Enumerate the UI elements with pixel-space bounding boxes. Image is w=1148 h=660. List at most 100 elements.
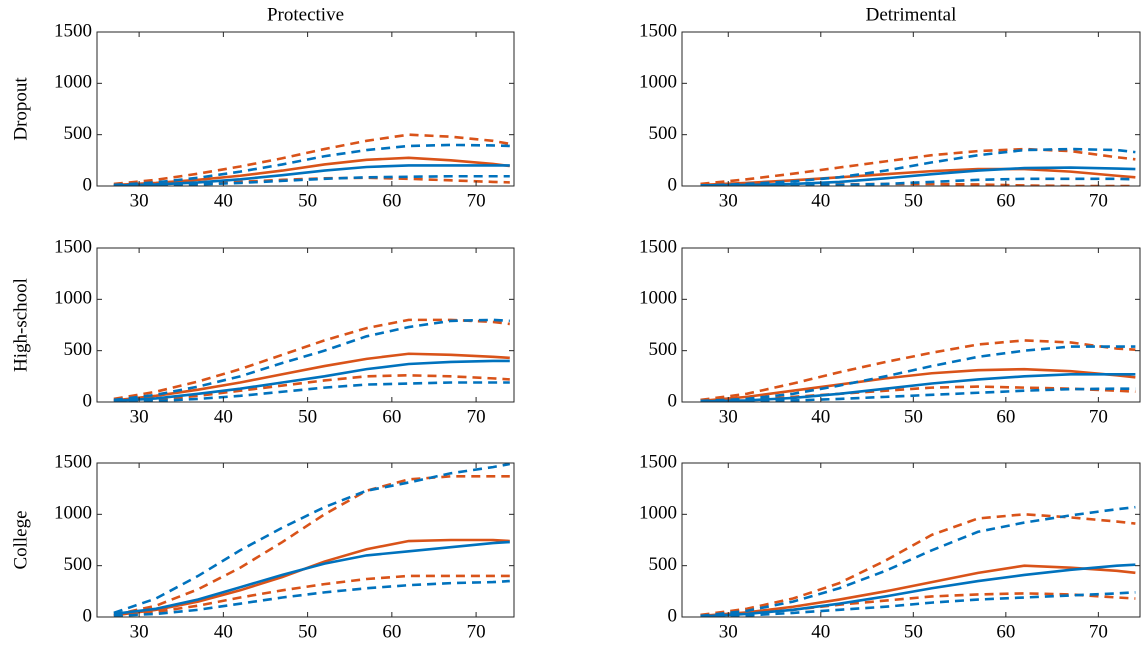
axes-box xyxy=(681,31,1141,187)
series-line xyxy=(113,381,510,402)
series-line xyxy=(113,574,510,617)
series-line xyxy=(113,133,511,186)
x-tick-label: 70 xyxy=(1089,406,1108,427)
series-line xyxy=(700,147,1136,186)
series-line xyxy=(700,372,1136,402)
x-tick-label: 50 xyxy=(904,190,923,211)
series-line xyxy=(700,367,1136,402)
series-line xyxy=(113,463,511,615)
y-tick-label: 1500 xyxy=(639,236,677,257)
x-tick-label: 50 xyxy=(298,190,317,211)
series-line xyxy=(700,387,1136,402)
axes-box xyxy=(96,247,515,403)
x-tick-label: 60 xyxy=(996,406,1015,427)
series-line xyxy=(700,513,1136,617)
series-line xyxy=(113,475,510,617)
y-tick-label: 0 xyxy=(83,390,93,411)
series-line xyxy=(113,374,510,402)
plot-lines xyxy=(113,463,511,617)
x-tick-label: 30 xyxy=(719,190,738,211)
series-line xyxy=(700,563,1136,617)
x-tick-label: 30 xyxy=(130,621,149,642)
series-line xyxy=(113,540,510,616)
x-tick-label: 70 xyxy=(467,621,486,642)
y-tick-label: 0 xyxy=(668,174,678,195)
series-line xyxy=(700,505,1136,617)
series-line xyxy=(113,156,510,186)
panel-title: Detrimental xyxy=(866,4,957,25)
y-tick-label: 500 xyxy=(64,554,93,575)
x-tick-label: 60 xyxy=(382,621,401,642)
axes-box xyxy=(681,462,1141,618)
y-tick-label: 1500 xyxy=(639,451,677,472)
x-tick-label: 40 xyxy=(811,190,830,211)
y-tick-label: 1000 xyxy=(54,72,92,93)
y-tick-label: 1000 xyxy=(639,503,677,524)
series-line xyxy=(700,166,1136,186)
axes-box xyxy=(681,247,1141,403)
y-tick-label: 500 xyxy=(649,339,678,360)
x-tick-label: 50 xyxy=(298,406,317,427)
x-tick-label: 70 xyxy=(1089,621,1108,642)
plot-lines xyxy=(700,339,1136,402)
axes-box xyxy=(96,462,515,618)
series-line xyxy=(113,538,510,617)
y-tick-label: 1000 xyxy=(639,288,677,309)
series-line xyxy=(700,591,1136,617)
y-tick-label: 1500 xyxy=(639,20,677,41)
series-line xyxy=(113,359,510,402)
x-tick-label: 40 xyxy=(214,406,233,427)
x-tick-label: 50 xyxy=(298,621,317,642)
series-line xyxy=(700,345,1136,402)
series-line xyxy=(113,318,510,402)
y-tick-label: 500 xyxy=(649,554,678,575)
x-tick-label: 30 xyxy=(130,190,149,211)
y-axis-label: College xyxy=(10,510,31,569)
y-tick-label: 0 xyxy=(83,605,93,626)
plot-lines xyxy=(700,505,1136,617)
series-line xyxy=(113,579,510,617)
x-tick-label: 60 xyxy=(382,190,401,211)
x-tick-label: 50 xyxy=(904,621,923,642)
y-tick-label: 500 xyxy=(64,339,93,360)
x-tick-label: 40 xyxy=(214,621,233,642)
series-line xyxy=(113,352,510,402)
x-tick-label: 30 xyxy=(130,406,149,427)
x-tick-label: 70 xyxy=(467,406,486,427)
y-tick-label: 1500 xyxy=(54,236,92,257)
series-line xyxy=(700,147,1136,186)
y-tick-label: 0 xyxy=(668,605,678,626)
x-tick-label: 30 xyxy=(719,621,738,642)
y-tick-label: 1000 xyxy=(54,503,92,524)
x-tick-label: 60 xyxy=(996,190,1015,211)
y-tick-label: 1500 xyxy=(54,20,92,41)
series-line xyxy=(113,318,510,401)
x-tick-label: 40 xyxy=(811,621,830,642)
x-tick-label: 30 xyxy=(719,406,738,427)
x-tick-label: 60 xyxy=(382,406,401,427)
plot-lines xyxy=(113,133,511,186)
x-tick-label: 70 xyxy=(467,190,486,211)
y-tick-label: 1000 xyxy=(639,72,677,93)
x-tick-label: 40 xyxy=(811,406,830,427)
series-line xyxy=(113,143,510,186)
y-tick-label: 1000 xyxy=(54,288,92,309)
plot-lines xyxy=(700,147,1136,186)
panel-title: Protective xyxy=(267,4,344,25)
x-tick-label: 50 xyxy=(904,406,923,427)
y-tick-label: 0 xyxy=(668,390,678,411)
y-axis-label: Dropout xyxy=(10,77,31,141)
x-tick-label: 70 xyxy=(1089,190,1108,211)
x-tick-label: 40 xyxy=(214,190,233,211)
series-line xyxy=(700,339,1136,402)
y-tick-label: 0 xyxy=(83,174,93,195)
y-tick-label: 500 xyxy=(649,123,678,144)
plot-lines xyxy=(113,318,510,402)
x-tick-label: 60 xyxy=(996,621,1015,642)
series-line xyxy=(113,174,510,186)
y-tick-label: 1500 xyxy=(54,451,92,472)
y-axis-label: High-school xyxy=(10,278,31,372)
y-tick-label: 500 xyxy=(64,123,93,144)
axes-box xyxy=(96,31,515,187)
